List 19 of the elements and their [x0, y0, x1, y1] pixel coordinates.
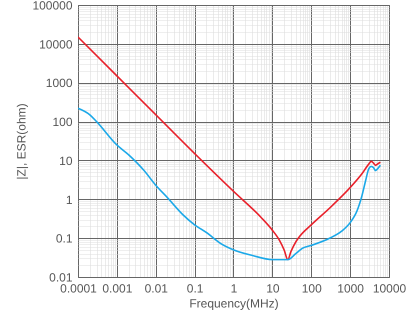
- y-tick-label: 1: [66, 192, 73, 207]
- y-tick-label: 10000: [39, 37, 73, 52]
- x-tick-label: 1: [230, 282, 238, 296]
- y-tick-label: 1000: [46, 76, 73, 90]
- y-axis-title: |Z|, ESR(ohm): [14, 103, 28, 180]
- y-tick-label: 10: [59, 154, 73, 168]
- y-tick-label: 100: [52, 115, 73, 130]
- x-tick-label: 1000: [337, 282, 364, 296]
- y-tick-label: 0.01: [49, 270, 73, 284]
- x-tick-label: 100: [302, 282, 322, 296]
- x-tick-label: 0.001: [102, 282, 133, 296]
- x-tick-label: 0.1: [186, 282, 204, 296]
- x-tick-label: 10: [266, 282, 280, 296]
- y-tick-label: 100000: [32, 0, 73, 12]
- x-tick-label: 0.01: [144, 282, 168, 296]
- x-tick-label: 10000: [372, 282, 407, 296]
- x-axis-title: Frequency(MHz): [189, 296, 279, 310]
- x-tick-label: 0.0001: [60, 282, 98, 296]
- y-tick-label: 0.1: [56, 232, 73, 246]
